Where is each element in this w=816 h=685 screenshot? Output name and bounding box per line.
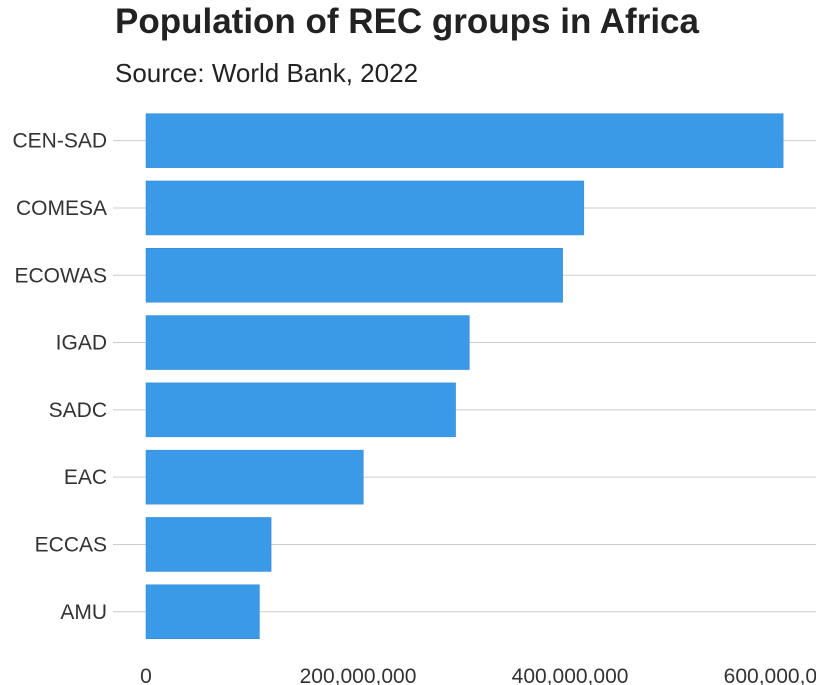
x-tick-label: 400,000,000	[512, 665, 629, 685]
bar-cen-sad	[145, 113, 784, 168]
x-tick-label: 200,000,000	[300, 665, 417, 685]
bars	[145, 113, 784, 639]
category-label-cen-sad: CEN-SAD	[12, 130, 107, 153]
bar-ecowas	[145, 248, 563, 303]
bar-eccas	[145, 517, 272, 572]
category-label-sadc: SADC	[49, 399, 107, 422]
category-label-amu: AMU	[60, 601, 107, 624]
category-label-comesa: COMESA	[16, 197, 107, 220]
bar-igad	[145, 315, 470, 370]
bar-eac	[145, 449, 364, 505]
x-tick-label: 0	[140, 665, 152, 685]
chart-subtitle: Source: World Bank, 2022	[115, 58, 419, 88]
category-labels: CEN-SAD COMESA ECOWAS IGAD SADC EAC ECCAS AMU	[12, 130, 107, 624]
category-label-ecowas: ECOWAS	[14, 264, 107, 287]
category-label-igad: IGAD	[56, 332, 107, 355]
x-tick-label: 600,000,000	[724, 665, 816, 685]
bar-amu	[145, 584, 260, 639]
category-label-eac: EAC	[64, 466, 107, 489]
x-axis-ticks: 0 200,000,000 400,000,000 600,000,000	[140, 665, 816, 685]
chart-title: Population of REC groups in Africa	[115, 2, 699, 41]
bar-comesa	[145, 180, 585, 236]
category-label-eccas: ECCAS	[35, 533, 107, 556]
bar-sadc	[145, 382, 456, 438]
